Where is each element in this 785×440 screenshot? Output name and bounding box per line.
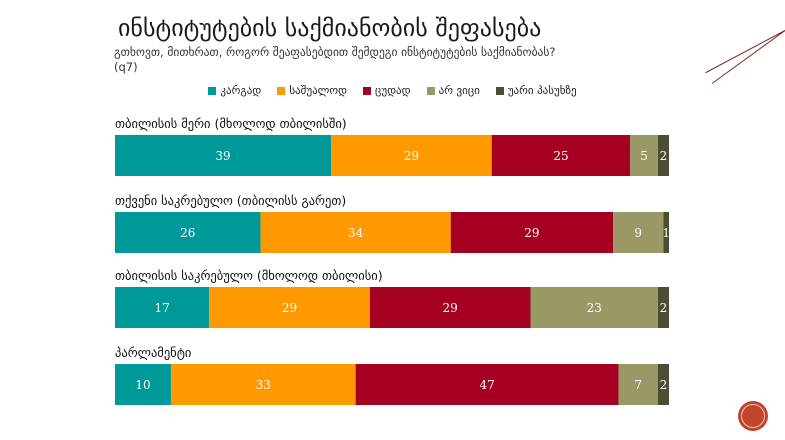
chart-legend: კარგად საშუალოდ ცუდად არ ვიცი უარი პასუხ… (0, 84, 785, 97)
data-label-0-0: 39 (215, 149, 230, 163)
bar-segment-0-2 (491, 135, 631, 176)
bar-segment-1-3 (613, 212, 664, 253)
page-subtitle: გთხოვთ, მითხრათ, როგორ შეაფასებდით შემდე… (114, 45, 556, 75)
bar-segment-0-3 (630, 135, 658, 176)
bar-segment-2-3 (530, 287, 658, 328)
bar-segment-0-4 (657, 135, 669, 176)
data-label-1-0: 26 (180, 226, 195, 240)
bar-segment-0-1 (331, 135, 492, 176)
subtitle-code: (q7) (114, 60, 138, 74)
bar-segment-3-2 (355, 364, 619, 405)
legend-item-dont-know: არ ვიცი (426, 84, 480, 97)
data-label-3-0: 10 (135, 378, 150, 392)
bar-segment-1-0 (115, 212, 261, 253)
data-label-0-2: 25 (553, 149, 568, 163)
legend-swatch-dont-know (426, 86, 435, 95)
legend-swatch-good (208, 86, 217, 95)
page-title: ინსტიტუტების საქმიანობის შეფასება (118, 14, 542, 42)
bar-segment-1-2 (450, 212, 614, 253)
bar-segment-0-0 (115, 135, 332, 176)
bar-segment-2-1 (209, 287, 370, 328)
data-label-0-3: 5 (640, 149, 648, 163)
bar-segment-3-3 (618, 364, 658, 405)
legend-label-bad: ცუდად (375, 84, 411, 97)
data-label-1-2: 29 (524, 226, 539, 240)
legend-item-average: საშუალოდ (277, 84, 347, 97)
data-label-3-1: 33 (256, 378, 271, 392)
category-label-2: თბილისის საკრებულო (მხოლოდ თბილისი) (115, 268, 383, 283)
category-label-3: პარლამენტი (115, 345, 191, 360)
legend-swatch-refused (495, 86, 504, 95)
data-label-1-1: 34 (348, 226, 364, 240)
legend-item-refused: უარი პასუხზე (495, 84, 577, 97)
data-label-2-0: 17 (154, 301, 169, 315)
data-label-0-4: 2 (660, 149, 668, 163)
bar-segment-1-4 (663, 212, 669, 253)
bar-segment-2-2 (369, 287, 531, 328)
data-label-2-4: 2 (660, 301, 668, 315)
data-label-1-4: 1 (662, 226, 670, 240)
legend-swatch-average (277, 86, 286, 95)
legend-item-bad: ცუდად (363, 84, 411, 97)
legend-label-refused: უარი პასუხზე (507, 84, 577, 97)
slide-badge-ring (741, 404, 765, 428)
bar-segment-2-0 (115, 287, 210, 328)
data-label-2-1: 29 (282, 301, 297, 315)
category-label-1: თქვენი საკრებულო (თბილისს გარეთ) (115, 193, 346, 208)
bar-segment-1-1 (260, 212, 451, 253)
legend-item-good: კარგად (208, 84, 261, 97)
data-label-3-3: 7 (634, 378, 642, 392)
data-label-2-3: 23 (587, 301, 602, 315)
subtitle-question: გთხოვთ, მითხრათ, როგორ შეაფასებდით შემდე… (114, 45, 556, 59)
bar-segment-2-4 (657, 287, 669, 328)
bar-segment-3-1 (170, 364, 356, 405)
bar-segment-3-0 (115, 364, 171, 405)
legend-swatch-bad (363, 86, 372, 95)
slide-badge (738, 401, 768, 431)
category-label-0: თბილისის მერი (მხოლოდ თბილისში) (115, 116, 347, 131)
legend-label-average: საშუალოდ (289, 84, 348, 97)
data-label-3-4: 2 (660, 378, 668, 392)
data-label-1-3: 9 (634, 226, 642, 240)
bar-segment-3-4 (657, 364, 669, 405)
data-label-0-1: 29 (404, 149, 419, 163)
legend-label-good: კარგად (220, 84, 262, 97)
data-label-3-2: 47 (479, 378, 494, 392)
data-label-2-2: 29 (443, 301, 458, 315)
legend-label-dont-know: არ ვიცი (438, 84, 480, 97)
